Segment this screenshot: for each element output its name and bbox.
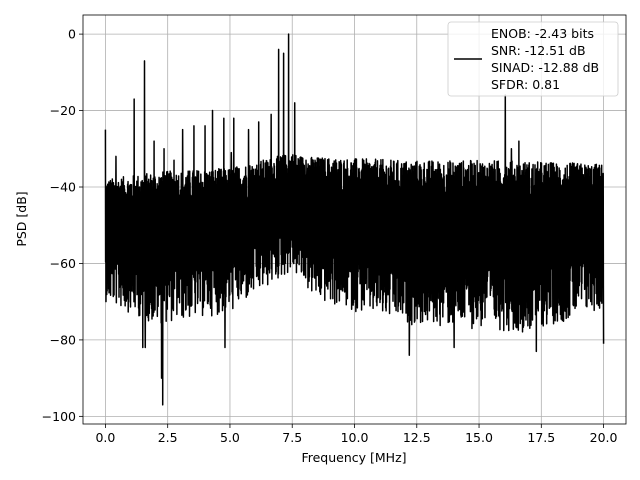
psd-trace	[104, 33, 605, 406]
y-tick-label: −40	[50, 180, 76, 195]
x-tick-label: 7.5	[282, 430, 302, 445]
y-tick-label: −80	[50, 332, 76, 347]
x-tick-label: 0.0	[95, 430, 115, 445]
y-tick-label: −60	[50, 256, 76, 271]
legend-box	[447, 21, 619, 97]
y-tick-label: −20	[50, 103, 76, 118]
y-tick-label: −100	[42, 409, 76, 424]
legend-sinad: SINAD: -12.88 dB	[491, 60, 599, 75]
y-axis-label: PSD [dB]	[14, 191, 29, 246]
x-tick-label: 2.5	[158, 430, 178, 445]
x-tick-label: 15.0	[465, 430, 493, 445]
x-tick-label: 20.0	[590, 430, 618, 445]
x-tick-label: 12.5	[403, 430, 431, 445]
series-layer	[104, 33, 605, 406]
x-tick-label: 10.0	[341, 430, 369, 445]
legend-snr: SNR: -12.51 dB	[491, 43, 586, 58]
legend: ENOB: -2.43 bits SNR: -12.51 dB SINAD: -…	[447, 21, 619, 97]
legend-enob: ENOB: -2.43 bits	[491, 26, 594, 41]
legend-sfdr: SFDR: 0.81	[491, 77, 560, 92]
axis-ticks: 0.0 2.5 5.0 7.5 10.0 12.5 15.0 17.5 20.0 0 −20 −40 −…	[42, 27, 618, 445]
x-axis-label: Frequency [MHz]	[301, 450, 406, 465]
x-tick-label: 5.0	[220, 430, 240, 445]
x-tick-label: 17.5	[527, 430, 555, 445]
y-tick-label: 0	[68, 27, 76, 42]
